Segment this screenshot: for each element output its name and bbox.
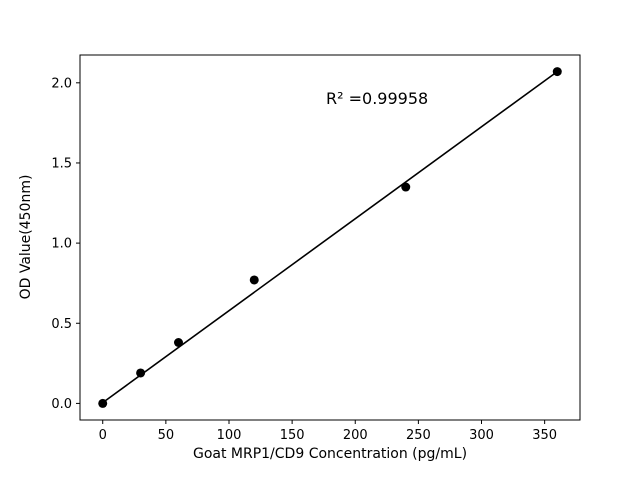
plot-area: 0 50 100 150 200 250 300 350 0.0 0.5 1.0 1.5 2.0 <box>51 54 581 443</box>
data-point <box>249 275 259 285</box>
x-tick-label: 200 <box>343 428 368 443</box>
x-tick-label: 100 <box>217 428 242 443</box>
fit-line <box>102 70 558 404</box>
data-point <box>552 67 562 77</box>
data-point <box>98 398 108 408</box>
x-tick-label: 350 <box>532 428 557 443</box>
axes-frame <box>79 54 581 421</box>
x-tick-label: 250 <box>406 428 431 443</box>
y-axis-label: OD Value(450nm) <box>18 175 34 300</box>
y-tick-label: 0.5 <box>51 317 72 332</box>
x-axis-label: Goat MRP1/CD9 Concentration (pg/mL) <box>193 446 467 462</box>
r-squared-annotation: R² =0.99958 <box>326 89 428 108</box>
x-tick-label: 300 <box>469 428 494 443</box>
x-tick-label: 50 <box>158 428 175 443</box>
x-tick-label: 150 <box>280 428 305 443</box>
y-tick-label: 1.0 <box>51 237 72 252</box>
data-point <box>401 182 411 192</box>
x-tick-label: 0 <box>99 428 107 443</box>
y-tick-label: 2.0 <box>51 76 72 91</box>
data-point <box>173 337 183 347</box>
y-tick-label: 0.0 <box>51 397 72 412</box>
y-tick-label: 1.5 <box>51 156 72 171</box>
data-point <box>136 368 146 378</box>
